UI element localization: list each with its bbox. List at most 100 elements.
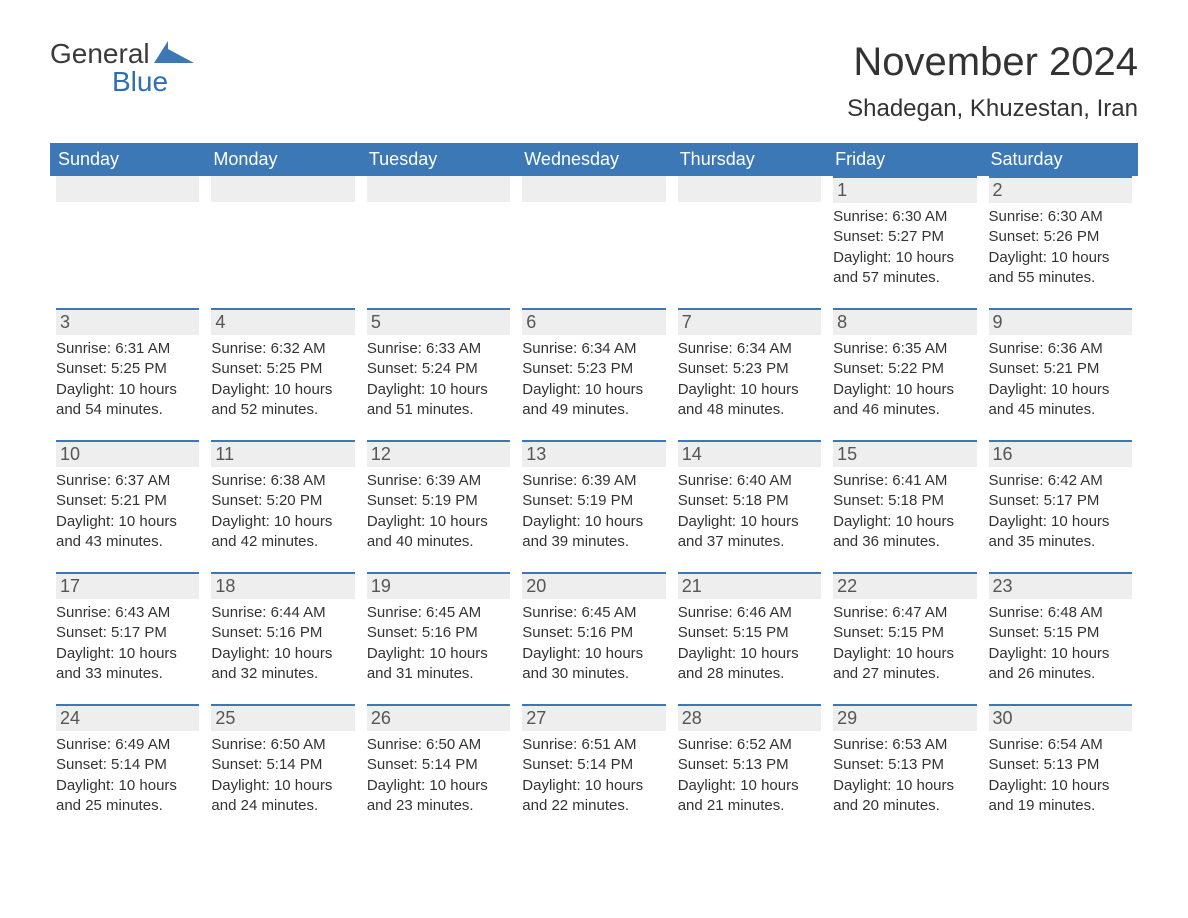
day-daylight2: and 52 minutes. xyxy=(211,400,354,420)
day-daylight2: and 30 minutes. xyxy=(522,664,665,684)
day-number: 29 xyxy=(833,704,976,731)
calendar-body: 1Sunrise: 6:30 AMSunset: 5:27 PMDaylight… xyxy=(50,176,1138,836)
day-sunset: Sunset: 5:20 PM xyxy=(211,491,354,511)
day-sunset: Sunset: 5:23 PM xyxy=(522,359,665,379)
day-cell: 20 Sunrise: 6:45 AMSunset: 5:16 PMDayligh… xyxy=(516,572,671,704)
day-daylight1: Daylight: 10 hours xyxy=(833,644,976,664)
day-daylight2: and 55 minutes. xyxy=(989,268,1132,288)
day-header-row: Sunday Monday Tuesday Wednesday Thursday… xyxy=(50,143,1138,176)
day-daylight1: Daylight: 10 hours xyxy=(678,380,821,400)
day-sunrise: Sunrise: 6:30 AM xyxy=(989,207,1132,227)
day-number: 20 xyxy=(522,572,665,599)
empty-day-bar xyxy=(211,176,354,202)
day-sunrise: Sunrise: 6:52 AM xyxy=(678,735,821,755)
page-title: November 2024 xyxy=(847,40,1138,85)
day-daylight1: Daylight: 10 hours xyxy=(367,644,510,664)
day-sunrise: Sunrise: 6:31 AM xyxy=(56,339,199,359)
day-details: Sunrise: 6:47 AMSunset: 5:15 PMDaylight:… xyxy=(833,603,976,684)
day-sunrise: Sunrise: 6:43 AM xyxy=(56,603,199,623)
day-daylight2: and 21 minutes. xyxy=(678,796,821,816)
day-details: Sunrise: 6:45 AMSunset: 5:16 PMDaylight:… xyxy=(522,603,665,684)
day-cell: 28 Sunrise: 6:52 AMSunset: 5:13 PMDayligh… xyxy=(672,704,827,836)
day-number: 24 xyxy=(56,704,199,731)
day-sunrise: Sunrise: 6:50 AM xyxy=(211,735,354,755)
day-cell: 22Sunrise: 6:47 AMSunset: 5:15 PMDayligh… xyxy=(827,572,982,704)
week-row: 1Sunrise: 6:30 AMSunset: 5:27 PMDaylight… xyxy=(50,176,1138,308)
day-cell xyxy=(672,176,827,308)
day-number: 6 xyxy=(522,308,665,335)
day-daylight2: and 42 minutes. xyxy=(211,532,354,552)
day-sunset: Sunset: 5:19 PM xyxy=(367,491,510,511)
day-daylight2: and 20 minutes. xyxy=(833,796,976,816)
day-daylight1: Daylight: 10 hours xyxy=(989,380,1132,400)
day-details: Sunrise: 6:52 AMSunset: 5:13 PMDaylight:… xyxy=(678,735,821,816)
day-details: Sunrise: 6:38 AMSunset: 5:20 PMDaylight:… xyxy=(211,471,354,552)
day-daylight1: Daylight: 10 hours xyxy=(211,644,354,664)
day-sunset: Sunset: 5:16 PM xyxy=(522,623,665,643)
empty-day-bar xyxy=(522,176,665,202)
day-daylight2: and 43 minutes. xyxy=(56,532,199,552)
day-details: Sunrise: 6:30 AMSunset: 5:27 PMDaylight:… xyxy=(833,207,976,288)
day-sunset: Sunset: 5:15 PM xyxy=(678,623,821,643)
day-cell: 11Sunrise: 6:38 AMSunset: 5:20 PMDayligh… xyxy=(205,440,360,572)
day-number: 10 xyxy=(56,440,199,467)
day-details: Sunrise: 6:30 AMSunset: 5:26 PMDaylight:… xyxy=(989,207,1132,288)
day-details: Sunrise: 6:43 AMSunset: 5:17 PMDaylight:… xyxy=(56,603,199,684)
calendar-table: Sunday Monday Tuesday Wednesday Thursday… xyxy=(50,143,1138,836)
day-sunrise: Sunrise: 6:39 AM xyxy=(367,471,510,491)
day-daylight2: and 31 minutes. xyxy=(367,664,510,684)
day-sunrise: Sunrise: 6:34 AM xyxy=(678,339,821,359)
day-cell: 23Sunrise: 6:48 AMSunset: 5:15 PMDayligh… xyxy=(983,572,1138,704)
day-sunrise: Sunrise: 6:46 AM xyxy=(678,603,821,623)
day-daylight1: Daylight: 10 hours xyxy=(367,380,510,400)
day-cell: 5Sunrise: 6:33 AMSunset: 5:24 PMDaylight… xyxy=(361,308,516,440)
day-details: Sunrise: 6:39 AMSunset: 5:19 PMDaylight:… xyxy=(367,471,510,552)
day-sunrise: Sunrise: 6:37 AM xyxy=(56,471,199,491)
day-cell xyxy=(205,176,360,308)
day-sunset: Sunset: 5:22 PM xyxy=(833,359,976,379)
empty-day-bar xyxy=(367,176,510,202)
day-sunrise: Sunrise: 6:44 AM xyxy=(211,603,354,623)
day-number: 12 xyxy=(367,440,510,467)
day-daylight1: Daylight: 10 hours xyxy=(989,644,1132,664)
day-cell: 12 Sunrise: 6:39 AMSunset: 5:19 PMDayligh… xyxy=(361,440,516,572)
day-cell: 17Sunrise: 6:43 AMSunset: 5:17 PMDayligh… xyxy=(50,572,205,704)
day-daylight1: Daylight: 10 hours xyxy=(678,512,821,532)
day-number: 7 xyxy=(678,308,821,335)
day-daylight2: and 26 minutes. xyxy=(989,664,1132,684)
day-daylight1: Daylight: 10 hours xyxy=(56,776,199,796)
location-text: Shadegan, Khuzestan, Iran xyxy=(847,95,1138,123)
day-number: 27 xyxy=(522,704,665,731)
day-daylight1: Daylight: 10 hours xyxy=(989,248,1132,268)
day-daylight2: and 36 minutes. xyxy=(833,532,976,552)
day-details: Sunrise: 6:46 AMSunset: 5:15 PMDaylight:… xyxy=(678,603,821,684)
day-daylight1: Daylight: 10 hours xyxy=(989,512,1132,532)
day-sunset: Sunset: 5:17 PM xyxy=(56,623,199,643)
day-details: Sunrise: 6:51 AMSunset: 5:14 PMDaylight:… xyxy=(522,735,665,816)
day-daylight1: Daylight: 10 hours xyxy=(522,512,665,532)
day-sunrise: Sunrise: 6:54 AM xyxy=(989,735,1132,755)
day-daylight1: Daylight: 10 hours xyxy=(833,776,976,796)
day-sunrise: Sunrise: 6:50 AM xyxy=(367,735,510,755)
day-sunrise: Sunrise: 6:41 AM xyxy=(833,471,976,491)
day-sunset: Sunset: 5:23 PM xyxy=(678,359,821,379)
day-daylight2: and 48 minutes. xyxy=(678,400,821,420)
header: General Blue November 2024 Shadegan, Khu… xyxy=(50,40,1138,123)
day-cell: 25Sunrise: 6:50 AMSunset: 5:14 PMDayligh… xyxy=(205,704,360,836)
day-sunrise: Sunrise: 6:38 AM xyxy=(211,471,354,491)
week-row: 10Sunrise: 6:37 AMSunset: 5:21 PMDayligh… xyxy=(50,440,1138,572)
logo: General Blue xyxy=(50,40,194,96)
day-cell: 15Sunrise: 6:41 AMSunset: 5:18 PMDayligh… xyxy=(827,440,982,572)
week-row: 3Sunrise: 6:31 AMSunset: 5:25 PMDaylight… xyxy=(50,308,1138,440)
day-number: 15 xyxy=(833,440,976,467)
day-sunset: Sunset: 5:25 PM xyxy=(211,359,354,379)
day-cell: 27 Sunrise: 6:51 AMSunset: 5:14 PMDayligh… xyxy=(516,704,671,836)
day-details: Sunrise: 6:54 AMSunset: 5:13 PMDaylight:… xyxy=(989,735,1132,816)
day-sunset: Sunset: 5:16 PM xyxy=(367,623,510,643)
day-daylight2: and 46 minutes. xyxy=(833,400,976,420)
day-details: Sunrise: 6:34 AMSunset: 5:23 PMDaylight:… xyxy=(522,339,665,420)
week-row: 24Sunrise: 6:49 AMSunset: 5:14 PMDayligh… xyxy=(50,704,1138,836)
empty-day-bar xyxy=(56,176,199,202)
day-number: 28 xyxy=(678,704,821,731)
day-daylight2: and 37 minutes. xyxy=(678,532,821,552)
